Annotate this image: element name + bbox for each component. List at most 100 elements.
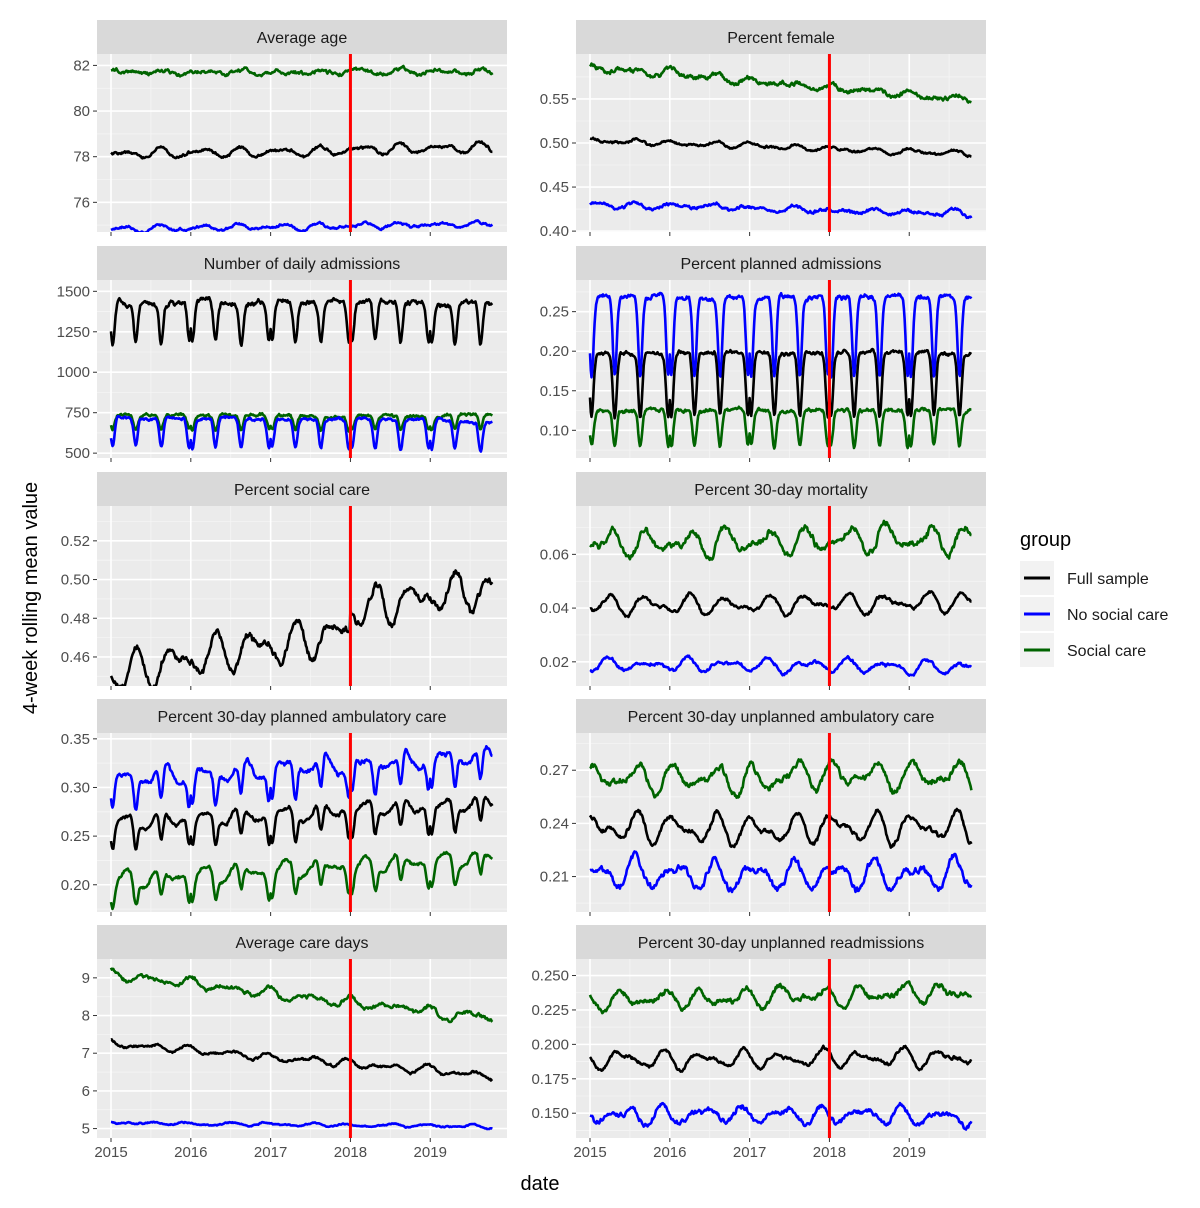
y-tick-label: 0.225	[531, 1002, 569, 1019]
x-tick-label: 2019	[893, 1144, 926, 1161]
y-tick-label: 6	[82, 1083, 90, 1100]
y-tick-label: 0.30	[61, 779, 90, 796]
gridlines	[576, 959, 986, 1138]
panel-percent-female: Percent female 0.40 0.45 0.50 0.55	[540, 20, 986, 240]
series-line-full-sample	[109, 795, 494, 851]
x-axis-title: date	[521, 1173, 560, 1195]
y-tick-label: 76	[73, 194, 90, 211]
panel-strip	[97, 925, 507, 959]
y-axis-title: 4-week rolling mean value	[20, 482, 42, 714]
series-line-social-care	[110, 64, 494, 78]
y-tick-label: 0.20	[540, 343, 569, 360]
y-tick-label: 0.25	[540, 304, 569, 321]
panel-strip	[576, 472, 986, 506]
panel-background	[97, 959, 507, 1138]
y-tick-label: 80	[73, 103, 90, 120]
y-tick-label: 0.06	[540, 546, 569, 563]
series-line-full-sample	[109, 295, 494, 348]
panel-percent-30-day-mortality: Percent 30-day mortality 0.02 0.04 0.06	[540, 472, 986, 690]
y-tick-label: 0.25	[61, 828, 90, 845]
series-line-full-sample	[109, 569, 494, 686]
series-line-social-care	[588, 62, 972, 104]
x-tick-label: 2016	[653, 1144, 686, 1161]
panel-strip	[576, 246, 986, 280]
series-line-no-social-care	[589, 654, 973, 677]
series-line-full-sample	[588, 1044, 973, 1073]
x-tick-label: 2015	[94, 1144, 127, 1161]
panel-title: Percent 30-day mortality	[694, 482, 867, 499]
series-line-no-social-care	[109, 744, 493, 811]
legend-item-full-sample: Full sample	[1020, 561, 1149, 595]
x-tick-label: 2018	[334, 1144, 367, 1161]
y-tick-label: 0.175	[531, 1071, 569, 1088]
y-tick-label: 0.40	[540, 223, 569, 240]
x-tick-label: 2017	[733, 1144, 766, 1161]
y-tick-label: 78	[73, 149, 90, 166]
y-tick-label: 1500	[57, 283, 90, 300]
series-line-full-sample	[588, 807, 973, 849]
series-line-no-social-care	[589, 1101, 973, 1131]
x-tick-label: 2015	[573, 1144, 606, 1161]
series-line-social-care	[109, 411, 493, 433]
panel-title: Average age	[257, 30, 348, 47]
panel-percent-30-day-unplanned-ambulatory-care: Percent 30-day unplanned ambulatory care…	[540, 699, 986, 916]
y-tick-label: 0.200	[531, 1036, 569, 1053]
series-line-no-social-care	[589, 200, 973, 220]
series-line-social-care	[588, 405, 972, 450]
legend-label: No social care	[1067, 607, 1168, 624]
panel-average-care-days: Average care days 5 6 7 8 9 2015 2016 2017 2018 20…	[82, 925, 507, 1161]
panel-title: Percent 30-day unplanned readmissions	[638, 935, 924, 952]
panel-strip	[576, 699, 986, 733]
series-line-full-sample	[110, 1038, 494, 1082]
panel-strip	[97, 20, 507, 54]
series-line-no-social-care	[110, 219, 494, 232]
y-tick-label: 0.27	[540, 762, 569, 779]
legend-label: Full sample	[1067, 571, 1149, 588]
panel-title: Percent female	[727, 30, 835, 47]
panel-percent-30-day-planned-ambulatory-care: Percent 30-day planned ambulatory care 0.…	[61, 699, 507, 916]
y-tick-label: 7	[82, 1045, 90, 1062]
series-line-full-sample	[589, 136, 972, 158]
series-line-social-care	[588, 980, 973, 1015]
y-tick-label: 0.10	[540, 422, 569, 439]
y-tick-label: 0.52	[61, 533, 90, 550]
series-line-full-sample	[589, 590, 972, 619]
y-tick-label: 0.46	[61, 649, 90, 666]
y-tick-label: 0.50	[540, 135, 569, 152]
legend-label: Social care	[1067, 643, 1146, 660]
y-tick-label: 0.150	[531, 1105, 569, 1122]
y-tick-label: 8	[82, 1008, 90, 1025]
gridlines	[97, 959, 507, 1138]
panel-strip	[97, 472, 507, 506]
y-tick-label: 0.02	[540, 654, 569, 671]
x-tick-label: 2019	[414, 1144, 447, 1161]
legend-title: group	[1020, 529, 1071, 551]
panel-strip	[97, 246, 507, 280]
y-tick-label: 0.45	[540, 179, 569, 196]
gridlines	[97, 54, 507, 232]
y-tick-label: 0.35	[61, 731, 90, 748]
y-tick-label: 9	[82, 970, 90, 987]
y-tick-label: 1000	[57, 364, 90, 381]
panel-percent-planned-admissions: Percent planned admissions 0.10 0.15 0.20 0.…	[540, 246, 986, 462]
y-tick-label: 750	[65, 405, 90, 422]
panel-strip	[576, 925, 986, 959]
panel-percent-30-day-unplanned-readmissions: Percent 30-day unplanned readmissions 0.1…	[531, 925, 986, 1161]
x-tick-label: 2017	[254, 1144, 287, 1161]
series-line-social-care	[589, 757, 973, 800]
panel-title: Percent 30-day unplanned ambulatory care	[628, 709, 935, 726]
panel-title: Average care days	[235, 935, 368, 952]
series-line-social-care	[589, 519, 972, 562]
legend: group Full sample No social care Social ca…	[1020, 529, 1168, 667]
y-tick-label: 82	[73, 57, 90, 74]
panel-strip	[97, 699, 507, 733]
panel-title: Percent 30-day planned ambulatory care	[157, 709, 446, 726]
x-tick-label: 2018	[813, 1144, 846, 1161]
y-tick-label: 0.50	[61, 572, 90, 589]
y-tick-label: 5	[82, 1121, 90, 1138]
panel-average-age: Average age 76 78 80 82	[73, 20, 507, 236]
y-tick-label: 0.04	[540, 600, 569, 617]
y-tick-label: 500	[65, 445, 90, 462]
